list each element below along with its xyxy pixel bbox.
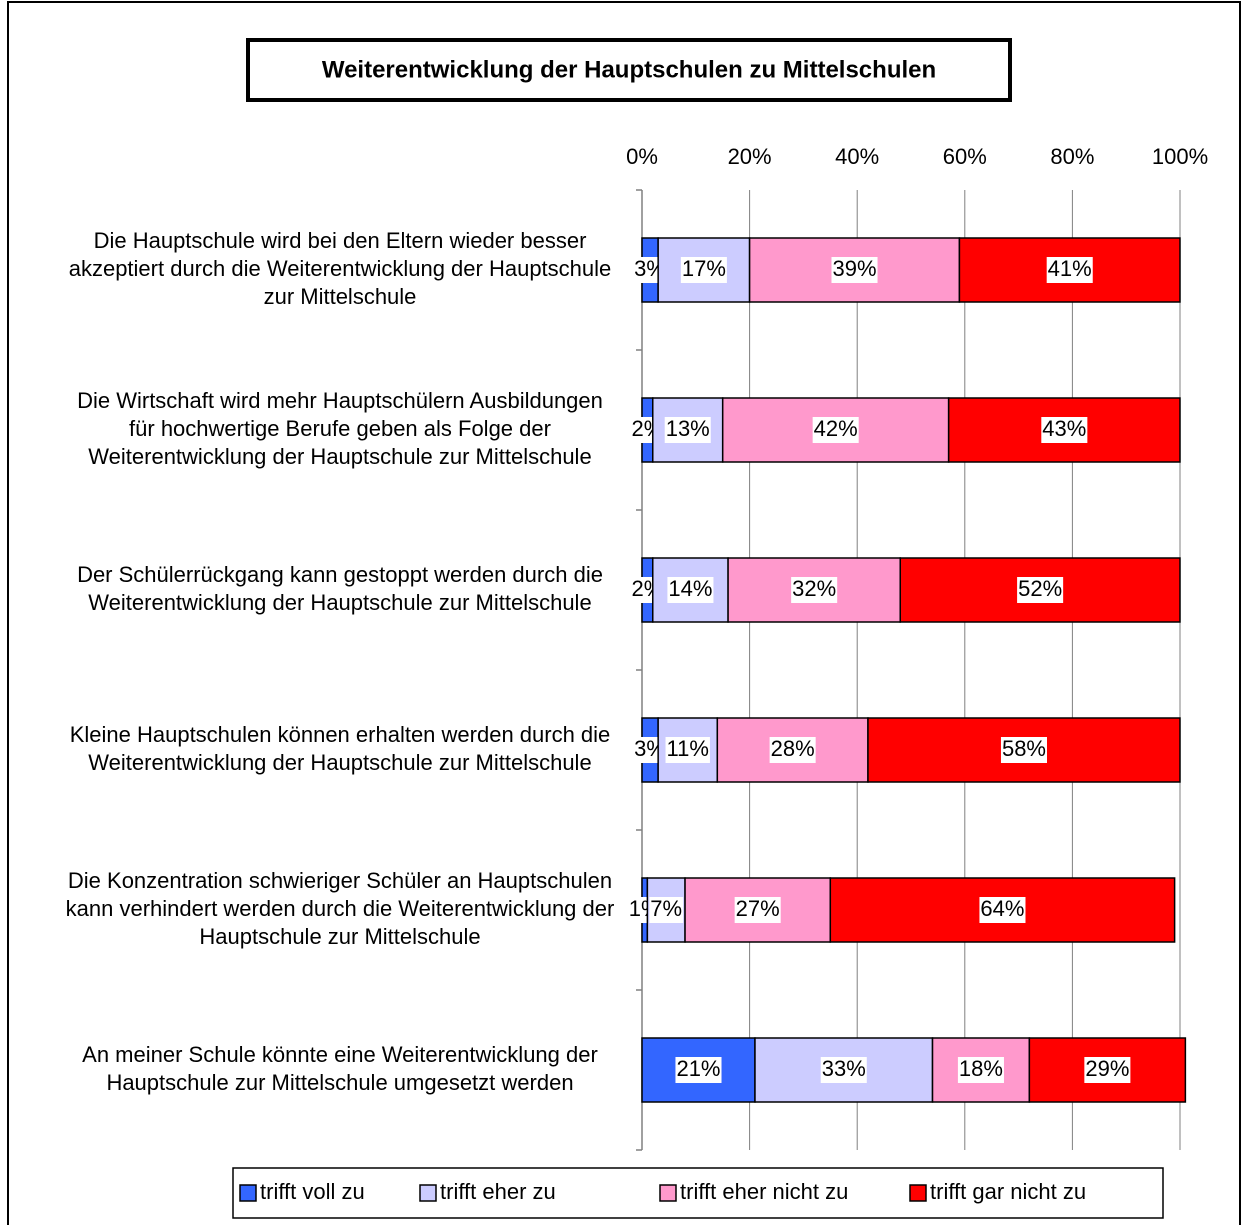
- label-bg: [979, 897, 1026, 923]
- category-label: An meiner Schule könnte eine Weiterentwi…: [82, 1042, 598, 1067]
- legend-swatch: [239, 1184, 257, 1202]
- data-label: 52%: [1018, 576, 1062, 601]
- category-label: für hochwertige Berufe geben als Folge d…: [129, 416, 551, 441]
- legend-swatch: [419, 1184, 437, 1202]
- label-bg: [667, 577, 714, 603]
- data-label: 28%: [771, 736, 815, 761]
- label-bg: [664, 417, 711, 443]
- legend-label: trifft eher nicht zu: [680, 1179, 848, 1204]
- data-label: 21%: [676, 1056, 720, 1081]
- label-bg: [812, 417, 859, 443]
- data-label: 18%: [959, 1056, 1003, 1081]
- legend-box: [232, 1167, 1164, 1219]
- legend-swatch: [659, 1184, 677, 1202]
- legend-swatch: [909, 1184, 927, 1202]
- category-label: Weiterentwicklung der Hauptschule zur Mi…: [88, 444, 591, 469]
- label-bg: [831, 257, 878, 283]
- x-tick-label: 40%: [835, 144, 879, 169]
- label-bg: [1000, 737, 1048, 763]
- category-label: zur Mittelschule: [264, 284, 417, 309]
- label-bg: [1084, 1057, 1131, 1083]
- category-label: Hauptschule zur Mittelschule umgesetzt w…: [106, 1070, 573, 1095]
- category-label: Kleine Hauptschulen können erhalten werd…: [70, 722, 611, 747]
- x-tick-label: 0%: [626, 144, 658, 169]
- category-label: kann verhindert werden durch die Weitere…: [66, 896, 615, 921]
- category-label: Die Hauptschule wird bei den Eltern wied…: [94, 228, 587, 253]
- data-label: 41%: [1048, 256, 1092, 281]
- title-box: [246, 38, 1012, 102]
- x-tick-label: 60%: [943, 144, 987, 169]
- label-bg: [649, 897, 684, 923]
- chart-title: Weiterentwicklung der Hauptschulen zu Mi…: [322, 56, 936, 83]
- bar-segment: [958, 237, 1181, 303]
- data-label: 32%: [792, 576, 836, 601]
- label-bg: [680, 257, 727, 283]
- data-label: 39%: [832, 256, 876, 281]
- label-bg: [791, 577, 838, 603]
- label-bg: [1041, 417, 1088, 443]
- legend-label: trifft voll zu: [260, 1179, 365, 1204]
- category-label: Die Konzentration schwieriger Schüler an…: [68, 868, 612, 893]
- x-tick-label: 100%: [1152, 144, 1208, 169]
- label-bg: [734, 897, 781, 923]
- legend-label: trifft gar nicht zu: [930, 1179, 1086, 1204]
- label-bg: [820, 1057, 867, 1083]
- label-bg: [769, 737, 816, 763]
- label-bg: [957, 1057, 1004, 1083]
- category-label: akzeptiert durch die Weiterentwicklung d…: [69, 256, 612, 281]
- data-label: 58%: [1002, 736, 1046, 761]
- data-label: 42%: [814, 416, 858, 441]
- data-label: 17%: [682, 256, 726, 281]
- bar-segment: [657, 237, 751, 303]
- category-label: Weiterentwicklung der Hauptschule zur Mi…: [88, 590, 591, 615]
- x-tick-label: 80%: [1050, 144, 1094, 169]
- data-label: 11%: [667, 736, 709, 761]
- frame: [7, 1, 1241, 1225]
- data-label: 33%: [822, 1056, 866, 1081]
- data-label: 64%: [980, 896, 1024, 921]
- label-bg: [675, 1057, 722, 1083]
- data-label: 29%: [1085, 1056, 1129, 1081]
- data-label: 13%: [666, 416, 710, 441]
- x-tick-label: 20%: [728, 144, 772, 169]
- label-bg: [665, 737, 710, 763]
- category-label: Der Schülerrückgang kann gestoppt werden…: [77, 562, 603, 587]
- label-bg: [1017, 577, 1064, 603]
- category-label: Die Wirtschaft wird mehr Hauptschülern A…: [77, 388, 603, 413]
- category-label: Hauptschule zur Mittelschule: [199, 924, 480, 949]
- data-label: 7%: [650, 896, 682, 921]
- label-bg: [1046, 257, 1093, 283]
- data-label: 43%: [1042, 416, 1086, 441]
- data-label: 14%: [668, 576, 712, 601]
- category-label: Weiterentwicklung der Hauptschule zur Mi…: [88, 750, 591, 775]
- legend-label: trifft eher zu: [440, 1179, 556, 1204]
- data-label: 27%: [736, 896, 780, 921]
